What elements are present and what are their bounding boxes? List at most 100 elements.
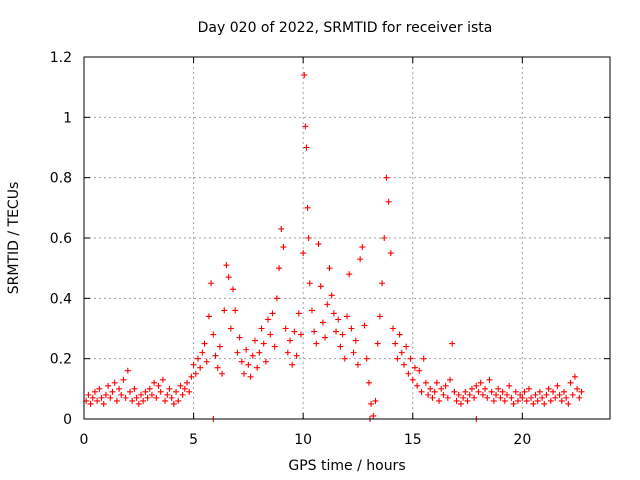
data-point: [563, 394, 570, 401]
data-point: [429, 394, 436, 401]
data-point: [87, 400, 94, 407]
data-point: [387, 250, 394, 257]
x-axis-title: GPS time / hours: [288, 458, 405, 474]
data-point: [383, 174, 390, 181]
data-point: [468, 385, 475, 392]
data-point: [142, 388, 149, 395]
data-point: [506, 382, 513, 389]
data-point: [232, 307, 239, 314]
data-point: [113, 397, 120, 404]
data-point: [372, 397, 379, 404]
data-point: [486, 376, 493, 383]
data-point: [273, 295, 280, 302]
chart-title: Day 020 of 2022, SRMTID for receiver ist…: [198, 20, 493, 36]
plot-frame: [83, 56, 611, 420]
data-point: [479, 391, 486, 398]
data-point: [157, 388, 164, 395]
data-point: [305, 235, 312, 241]
data-point: [269, 310, 276, 317]
data-point: [560, 388, 567, 395]
data-point: [433, 379, 440, 386]
data-point: [414, 382, 421, 389]
data-point: [199, 349, 206, 356]
data-point: [116, 385, 123, 392]
data-point: [170, 400, 177, 407]
data-point: [396, 331, 403, 338]
data-point: [409, 376, 416, 383]
data-point: [475, 388, 482, 395]
data-point: [210, 331, 217, 338]
data-point: [471, 394, 478, 401]
data-point: [523, 397, 530, 404]
data-point: [352, 337, 359, 344]
data-point: [565, 400, 572, 407]
data-point: [344, 313, 350, 320]
data-layer: [83, 72, 585, 422]
data-point: [186, 388, 193, 395]
y-tick-label: 0.2: [50, 352, 72, 368]
data-point: [519, 394, 526, 401]
data-point: [197, 364, 204, 371]
y-tick-label: 1.2: [50, 50, 72, 66]
data-point: [245, 361, 252, 368]
data-point: [503, 391, 510, 398]
data-point: [265, 316, 272, 323]
data-point: [311, 328, 318, 335]
data-point: [495, 385, 502, 392]
data-point: [236, 334, 243, 341]
x-tick-label: 10: [294, 432, 312, 448]
data-point: [109, 388, 116, 395]
data-point: [203, 358, 210, 365]
data-point: [438, 385, 445, 392]
data-point: [216, 343, 223, 350]
data-point: [282, 325, 289, 332]
label-layer: 0 0.2 0.4 0.6 0.8 1 1.2 0 5 10 15 20: [50, 50, 532, 448]
data-point: [267, 331, 274, 338]
data-point: [137, 391, 144, 398]
data-point: [370, 412, 377, 419]
data-point: [96, 385, 103, 392]
data-point: [482, 385, 489, 392]
data-point: [308, 307, 315, 314]
data-point: [85, 391, 92, 398]
data-point: [488, 388, 495, 395]
data-point: [510, 400, 517, 407]
data-point: [392, 340, 399, 347]
data-point: [201, 340, 208, 347]
data-point: [146, 385, 153, 392]
data-point: [144, 394, 151, 401]
data-point: [346, 271, 353, 278]
data-point: [403, 343, 410, 350]
data-point: [124, 367, 131, 374]
data-point: [194, 355, 201, 362]
data-point: [238, 358, 245, 365]
data-point: [357, 256, 364, 263]
data-point: [219, 370, 226, 377]
data-point: [302, 123, 309, 130]
data-point: [359, 244, 366, 251]
data-point: [221, 307, 228, 314]
data-point: [107, 394, 114, 401]
data-point: [91, 388, 98, 395]
data-point: [234, 349, 241, 356]
data-point: [254, 364, 261, 371]
y-tick-label: 0: [63, 412, 72, 428]
data-point: [256, 349, 263, 356]
data-point: [361, 322, 368, 329]
data-point: [514, 397, 521, 404]
data-point: [501, 397, 508, 404]
data-point: [477, 379, 484, 386]
data-point: [341, 355, 348, 362]
data-point: [230, 286, 237, 293]
data-point: [449, 340, 456, 347]
data-point: [249, 352, 256, 359]
data-point: [280, 244, 287, 251]
data-point: [569, 391, 576, 398]
data-point: [365, 379, 372, 386]
data-point: [447, 376, 454, 383]
data-point: [567, 379, 574, 386]
data-point: [576, 394, 583, 401]
x-tick-label: 0: [80, 432, 89, 448]
data-point: [466, 391, 473, 398]
data-point: [333, 328, 340, 335]
